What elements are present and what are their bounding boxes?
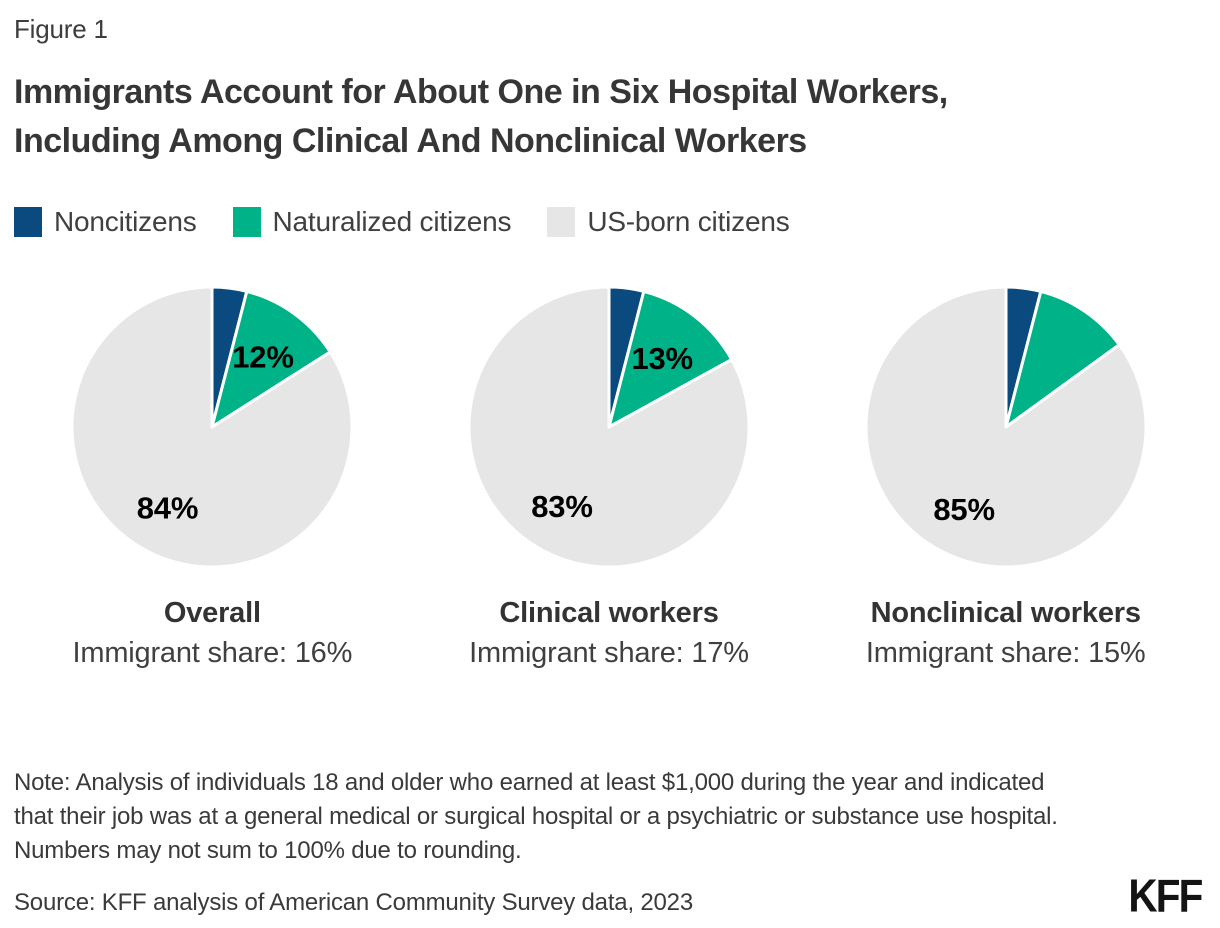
- legend-label-noncitizens: Noncitizens: [54, 206, 197, 237]
- pie-slice-label: 84%: [137, 491, 198, 526]
- chart-legend: Noncitizens Naturalized citizens US-born…: [14, 206, 1204, 238]
- pie-block-clinical-workers: 13% 83% Clinical workers Immigrant share:…: [411, 282, 808, 670]
- source-text: Source: KFF analysis of American Communi…: [14, 889, 693, 916]
- footer: Source: KFF analysis of American Communi…: [14, 870, 1204, 923]
- pie-share-clinical-workers: Immigrant share: 17%: [469, 637, 749, 669]
- pie-slice-naturalized-citizens: [210, 289, 333, 429]
- figure-title-line2: Including Among Clinical And Nonclinical…: [14, 122, 807, 160]
- legend-item-us-born-citizens: US-born citizens: [547, 206, 790, 238]
- figure-title: Immigrants Account for About One in Six …: [14, 68, 1204, 166]
- pie-chart-overall: 12% 84%: [67, 282, 357, 572]
- pie-slice-label: 12%: [233, 339, 294, 374]
- pie-share-nonclinical-workers: Immigrant share: 15%: [865, 637, 1146, 669]
- legend-swatch-noncitizens: [14, 207, 42, 237]
- pie-charts-row: 12% 84% Overall Immigrant share: 16% 13% 8…: [14, 282, 1204, 670]
- pie-slice-label: 83%: [531, 489, 592, 524]
- pie-slice-us-born-citizens: [864, 285, 1148, 569]
- pie-slice-naturalized-citizens: [607, 289, 734, 429]
- legend-label-us-born-citizens: US-born citizens: [587, 206, 790, 237]
- pie-chart-clinical-workers: 13% 83%: [464, 282, 754, 572]
- pie-slice-us-born-citizens: [467, 285, 751, 569]
- pie-slice-naturalized-citizens: [1004, 289, 1121, 429]
- legend-swatch-us-born-citizens: [547, 207, 576, 237]
- legend-item-naturalized-citizens: Naturalized citizens: [232, 206, 512, 238]
- legend-swatch-naturalized-citizens: [232, 207, 261, 237]
- legend-label-naturalized-citizens: Naturalized citizens: [272, 206, 512, 237]
- pie-block-nonclinical-workers: 85% Nonclinical workers Immigrant share:…: [807, 282, 1204, 670]
- pie-slice-label: 13%: [631, 341, 692, 376]
- pie-chart-nonclinical-workers: 85%: [861, 282, 1151, 572]
- pie-title-nonclinical-workers: Nonclinical workers: [870, 597, 1141, 629]
- figure-label: Figure 1: [14, 14, 108, 44]
- kff-logo: KFF: [1128, 870, 1204, 923]
- pie-slice-label: 85%: [933, 492, 994, 527]
- note-text: Note: Analysis of individuals 18 and old…: [14, 769, 1058, 864]
- pie-block-overall: 12% 84% Overall Immigrant share: 16%: [14, 282, 411, 670]
- legend-item-noncitizens: Noncitizens: [14, 206, 197, 238]
- pie-slice-us-born-citizens: [70, 285, 354, 569]
- pie-share-overall: Immigrant share: 16%: [72, 637, 353, 669]
- pie-title-overall: Overall: [163, 597, 261, 629]
- pie-title-clinical-workers: Clinical workers: [499, 597, 719, 629]
- figure-title-line1: Immigrants Account for About One in Six …: [14, 73, 948, 111]
